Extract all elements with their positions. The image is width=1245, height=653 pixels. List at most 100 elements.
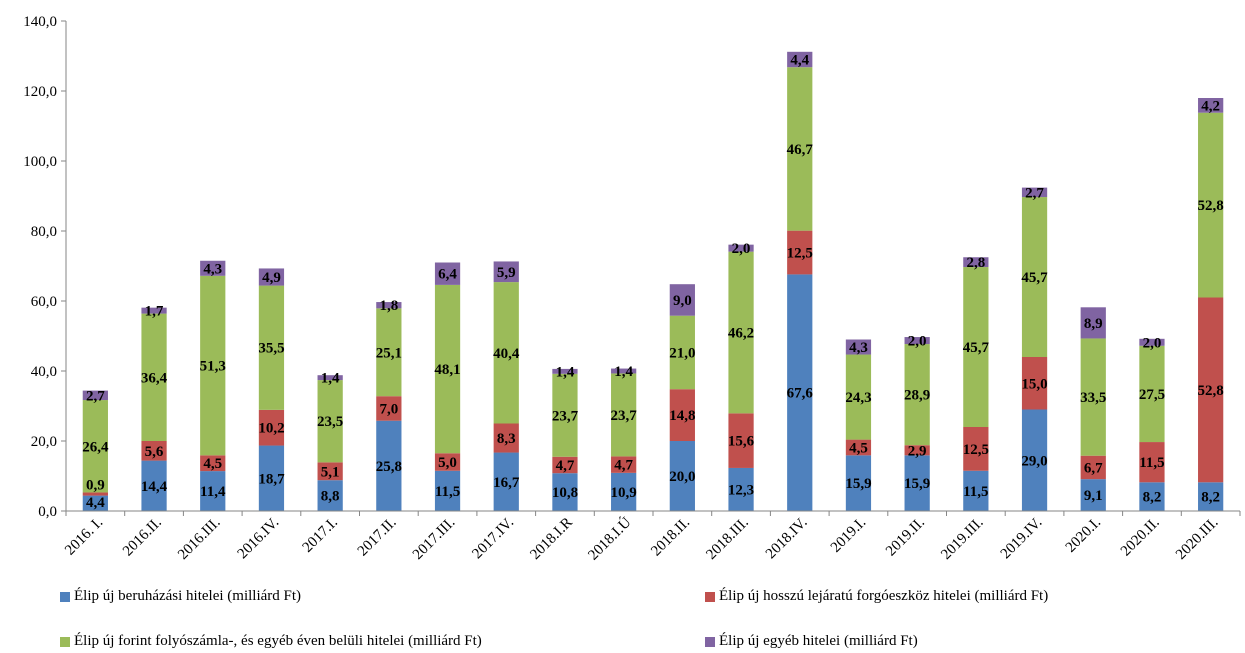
data-label: 67,6 bbox=[787, 386, 814, 402]
bar-segment bbox=[317, 375, 343, 381]
x-tick-label: 2017.II. bbox=[355, 515, 400, 560]
bar-segment bbox=[669, 315, 695, 390]
x-tick-label: 2019.IV. bbox=[998, 515, 1046, 563]
bar-segment bbox=[434, 262, 461, 285]
data-label: 12,5 bbox=[787, 246, 813, 262]
data-label: 4,4 bbox=[86, 495, 105, 511]
bar-segment bbox=[787, 230, 813, 275]
bar-segment bbox=[669, 389, 695, 441]
bar-segment bbox=[141, 441, 167, 461]
data-label: 21,0 bbox=[669, 345, 695, 361]
bar-segment bbox=[376, 308, 402, 397]
bar-segment bbox=[434, 453, 461, 471]
bar-segment bbox=[200, 455, 226, 472]
y-tick-label: 100,0 bbox=[23, 154, 57, 170]
bar-segment bbox=[611, 456, 637, 473]
data-label: 11,5 bbox=[963, 484, 988, 500]
x-tick-label: 2020.I. bbox=[1063, 515, 1104, 556]
data-label: 35,5 bbox=[258, 341, 284, 357]
x-tick-label: 2019.III. bbox=[938, 515, 986, 563]
bar-segment bbox=[728, 251, 754, 414]
x-tick-label: 2017.III. bbox=[410, 515, 458, 563]
bar-segment bbox=[904, 344, 930, 446]
bar-segment bbox=[845, 339, 872, 355]
data-label: 6,7 bbox=[1084, 460, 1103, 476]
bar-segment bbox=[669, 284, 695, 316]
data-label: 10,8 bbox=[552, 485, 578, 501]
bar-segment bbox=[845, 439, 872, 456]
data-label: 46,7 bbox=[787, 142, 814, 158]
x-tick-label: 2018.IV. bbox=[763, 515, 811, 563]
bar-segment bbox=[200, 471, 226, 511]
data-label: 0,9 bbox=[86, 477, 105, 493]
bar-segment bbox=[82, 390, 108, 401]
bar-segment bbox=[669, 441, 695, 511]
data-label: 26,4 bbox=[82, 439, 109, 455]
data-label: 9,1 bbox=[1084, 488, 1103, 504]
bar-segment bbox=[1080, 307, 1106, 339]
bar-segment bbox=[904, 445, 930, 456]
data-label: 14,8 bbox=[669, 408, 695, 424]
bar-segment bbox=[317, 480, 343, 511]
data-label: 1,4 bbox=[614, 364, 633, 380]
bar-segment bbox=[1198, 98, 1224, 113]
bar-segment bbox=[1021, 409, 1048, 511]
bar-segment bbox=[1080, 338, 1106, 456]
bar-segment bbox=[904, 337, 930, 345]
bar-segment bbox=[728, 413, 754, 468]
bar-segment bbox=[376, 396, 402, 421]
bar-segment bbox=[904, 455, 930, 511]
data-label: 25,1 bbox=[376, 345, 402, 361]
bar-segment bbox=[200, 275, 226, 456]
bar-segment bbox=[376, 420, 402, 511]
bar-segment bbox=[258, 268, 285, 286]
data-label: 23,7 bbox=[611, 408, 638, 424]
bar-segment bbox=[1021, 187, 1048, 198]
y-tick-label: 20,0 bbox=[31, 434, 57, 450]
data-label: 5,0 bbox=[438, 455, 457, 471]
data-labels-group: 4,4 0,9 26,4 2,7 14,4 5,6 36,4 1,7 11,4 4,5 51,3 4,… bbox=[82, 53, 1224, 512]
data-label: 2,7 bbox=[1025, 185, 1044, 201]
bar-segment bbox=[845, 354, 872, 440]
bar-segment bbox=[963, 257, 989, 268]
bar-segment bbox=[1021, 357, 1048, 410]
bar-segment bbox=[963, 470, 989, 511]
bar-segment bbox=[1139, 442, 1165, 483]
data-label: 4,5 bbox=[849, 440, 868, 456]
bar-segment bbox=[317, 380, 343, 463]
y-tick-label: 140,0 bbox=[23, 14, 57, 30]
data-label: 15,6 bbox=[728, 434, 755, 450]
data-label: 11,5 bbox=[1139, 455, 1164, 471]
bar-segment bbox=[317, 462, 343, 481]
bar-segment bbox=[787, 51, 813, 68]
data-label: 11,5 bbox=[435, 484, 460, 500]
data-label: 8,8 bbox=[321, 489, 340, 505]
bar-segment bbox=[1080, 455, 1106, 480]
data-label: 20,0 bbox=[669, 469, 695, 485]
bar-segment bbox=[493, 261, 519, 283]
x-tick-label: 2019.I. bbox=[828, 515, 869, 556]
x-tick-label: 2018.II. bbox=[648, 515, 693, 560]
bar-segment bbox=[200, 260, 226, 276]
y-tick-label: 0,0 bbox=[38, 504, 57, 520]
bar-segment bbox=[552, 373, 578, 457]
data-label: 6,4 bbox=[438, 267, 457, 283]
y-tick-label: 60,0 bbox=[31, 294, 57, 310]
bar-segment bbox=[141, 313, 167, 441]
data-label: 4,2 bbox=[1201, 98, 1220, 114]
data-label: 51,3 bbox=[200, 359, 226, 375]
x-tick-label: 2016.III. bbox=[175, 515, 223, 563]
data-label: 36,4 bbox=[141, 370, 168, 386]
data-label: 1,8 bbox=[379, 298, 398, 314]
bar-segment bbox=[1139, 345, 1165, 443]
data-label: 45,7 bbox=[963, 340, 990, 356]
data-label: 23,5 bbox=[317, 414, 343, 430]
data-label: 14,4 bbox=[141, 479, 168, 495]
data-label: 5,1 bbox=[321, 464, 340, 480]
data-label: 2,0 bbox=[732, 241, 751, 257]
data-label: 8,2 bbox=[1201, 490, 1220, 506]
data-label: 15,9 bbox=[845, 476, 871, 492]
bar-segment bbox=[728, 467, 754, 511]
data-label: 18,7 bbox=[258, 471, 285, 487]
data-label: 15,9 bbox=[904, 476, 930, 492]
